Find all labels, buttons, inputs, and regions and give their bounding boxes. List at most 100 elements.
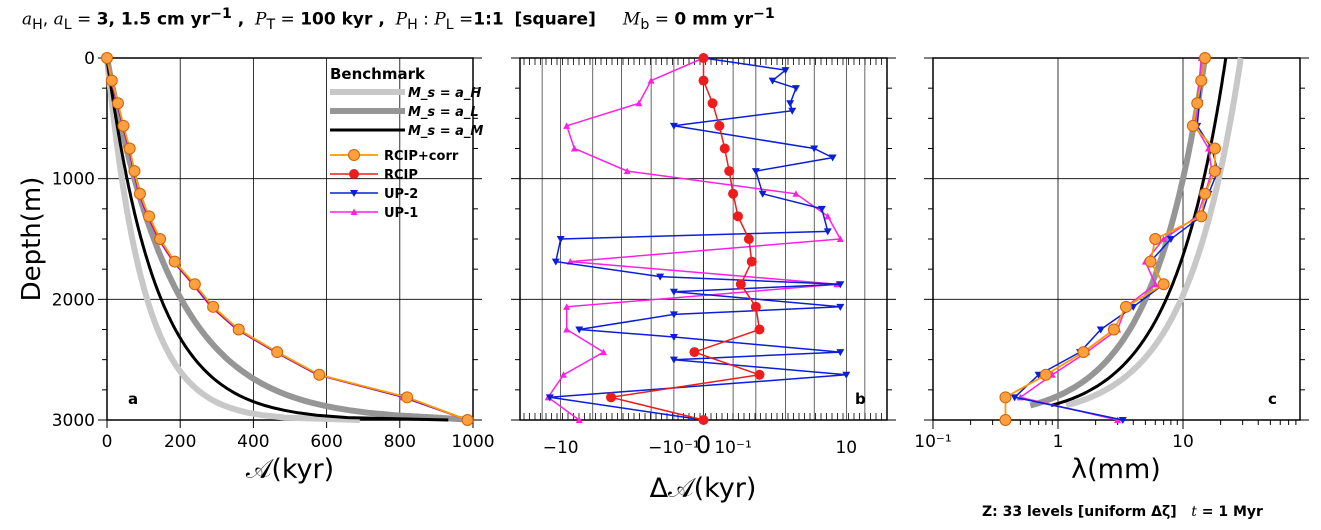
benchmark-aM-curve-c — [1050, 57, 1228, 407]
panel-label: a — [128, 390, 138, 408]
data-point-up-1 — [623, 167, 631, 175]
data-point-up-2 — [669, 356, 678, 364]
data-point-up-2 — [669, 288, 678, 296]
data-point-up-2 — [669, 311, 678, 319]
data-point-rcip-corr — [1208, 142, 1221, 155]
data-point-rcip-corr — [1157, 278, 1170, 291]
benchmark-aH-curve-a — [104, 57, 360, 423]
data-point-rcip-corr — [1144, 255, 1157, 268]
data-point-rcip-corr — [105, 74, 118, 87]
data-point-up-2 — [810, 145, 819, 153]
figure-footer: Z: 33 levels [uniform Δζ] t = 1 Myr — [982, 504, 1263, 520]
data-point-rcip — [746, 256, 757, 267]
data-point-rcip-corr — [1191, 97, 1204, 110]
data-point-up-1 — [635, 99, 643, 107]
panel-label: b — [855, 390, 866, 408]
shape-value: [square] — [514, 9, 596, 30]
data-point-up-1 — [570, 145, 578, 152]
data-point-rcip-corr — [401, 391, 414, 404]
data-point-up-2 — [1166, 236, 1175, 243]
data-point-rcip-corr — [101, 52, 113, 64]
ratio-value: 1:1 — [473, 9, 504, 30]
x-axis-label-c: λ(mm) — [1071, 454, 1161, 485]
data-point-up-1 — [600, 348, 608, 356]
data-point-rcip-corr — [117, 119, 130, 132]
data-point-up-2 — [836, 303, 845, 311]
panel-frame — [932, 57, 1301, 421]
data-point-rcip — [719, 143, 730, 154]
series-line-up-1 — [547, 57, 842, 421]
data-point-up-2 — [751, 168, 760, 176]
data-point-rcip-corr — [123, 142, 136, 155]
data-point-rcip-corr — [1120, 300, 1133, 313]
data-point-up-2 — [1010, 394, 1019, 402]
data-point-up-2 — [788, 107, 797, 115]
data-point-rcip-corr — [1186, 119, 1199, 132]
data-point-up-2 — [669, 333, 678, 341]
data-point-rcip-corr — [999, 414, 1012, 426]
data-point-up-1 — [563, 303, 571, 310]
legend: Benchmark M_s = a_H M_s = a_L M_s = a_M RCIP… — [330, 65, 483, 221]
xtick-label: 0 — [696, 431, 711, 459]
y-axis-label: Depth(m) — [17, 177, 47, 302]
xtick-label: 10⁻¹ — [714, 438, 751, 458]
xtick-label: 0 — [102, 432, 113, 452]
data-point-rcip — [714, 120, 725, 131]
panel-label: c — [1268, 390, 1277, 408]
footer-time: 1 Myr — [1218, 504, 1263, 520]
data-point-up-2 — [656, 273, 665, 281]
data-point-up-2 — [669, 122, 678, 130]
data-point-up-2 — [836, 281, 845, 289]
xtick-label: 1 — [1053, 432, 1064, 452]
benchmark-aM-curve-a — [105, 57, 449, 422]
legend-label: UP-1 — [384, 206, 418, 221]
data-point-rcip-corr — [232, 323, 245, 336]
data-point-rcip — [724, 166, 735, 177]
data-point-rcip-corr — [1149, 233, 1162, 245]
xtick-label: 10 — [835, 438, 857, 458]
data-point-rcip-corr — [313, 368, 326, 381]
data-point-rcip-corr — [154, 233, 167, 245]
data-point-rcip-corr — [1107, 323, 1120, 336]
data-point-up-2 — [781, 67, 790, 75]
legend-label: UP-2 — [384, 187, 418, 202]
xtick-label: −10⁻¹ — [648, 438, 700, 458]
data-point-rcip — [732, 211, 743, 222]
data-point-rcip-corr — [1199, 52, 1212, 64]
data-point-up-2 — [791, 85, 800, 93]
data-point-rcip — [743, 234, 754, 244]
legend-label: RCIP+corr — [384, 149, 459, 164]
series-line-rcip-corr — [1004, 57, 1216, 420]
data-point-up-2 — [817, 205, 826, 213]
data-point-up-1 — [1114, 416, 1122, 423]
data-point-rcip-corr — [133, 187, 146, 200]
data-point-rcip-corr — [271, 346, 284, 359]
xtick-label: 10 — [1172, 432, 1194, 452]
legend-marker — [350, 190, 358, 197]
xtick-label: 200 — [164, 432, 196, 452]
data-point-up-1 — [1160, 235, 1168, 242]
series-line-up-2 — [549, 57, 847, 421]
data-point-up-1 — [560, 371, 568, 378]
data-point-rcip — [698, 415, 709, 425]
legend-label: M_s = a_H — [408, 86, 481, 101]
benchmark-aL-curve-c — [1029, 57, 1208, 409]
data-point-rcip-corr — [461, 414, 474, 426]
data-point-rcip-corr — [188, 278, 201, 291]
data-point-up-2 — [545, 394, 554, 402]
data-point-rcip-corr — [168, 255, 181, 268]
legend-marker — [349, 169, 359, 179]
x-axis-label-a: 𝒜(kyr) — [246, 454, 334, 485]
legend-label: RCIP — [384, 168, 418, 183]
data-point-rcip — [728, 188, 739, 199]
data-point-rcip — [698, 75, 709, 86]
legend-marker — [348, 149, 360, 161]
xtick-label: 400 — [237, 432, 269, 452]
ytick-label: 0 — [84, 49, 95, 69]
data-point-up-2 — [836, 349, 845, 357]
data-point-rcip — [698, 53, 709, 63]
data-point-up-2 — [575, 326, 584, 334]
data-point-up-1 — [824, 212, 832, 220]
xtick-label: −10 — [543, 438, 579, 458]
benchmark-aH-curve-c — [1065, 57, 1244, 409]
